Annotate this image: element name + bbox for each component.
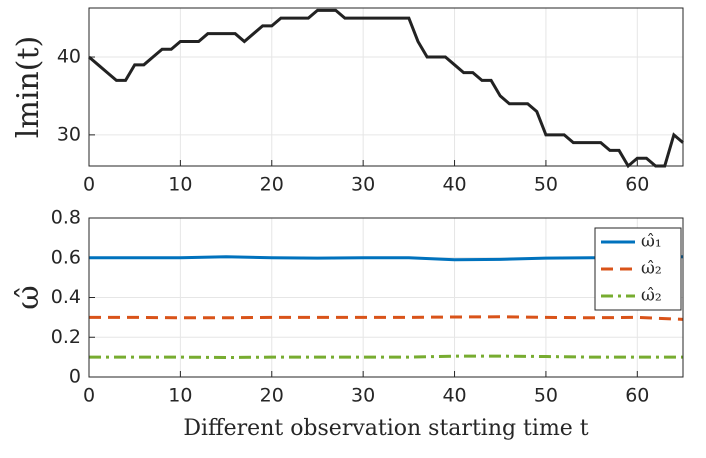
y-axis-label: lmin(t) bbox=[11, 36, 46, 138]
x-tick-label: 30 bbox=[351, 174, 375, 196]
y-tick-label: 40 bbox=[57, 46, 81, 68]
x-tick-label: 20 bbox=[260, 174, 284, 196]
y-tick-label: 0.4 bbox=[51, 286, 81, 308]
x-tick-label: 40 bbox=[442, 385, 466, 407]
x-tick-label: 50 bbox=[534, 174, 558, 196]
legend-label: ω̂₂ bbox=[641, 259, 662, 279]
axes-frame bbox=[88, 217, 684, 378]
x-tick-label: 50 bbox=[534, 385, 558, 407]
x-tick-label: 40 bbox=[442, 174, 466, 196]
x-tick-label: 60 bbox=[625, 174, 649, 196]
data-line bbox=[89, 315, 684, 321]
y-tick-label: 0 bbox=[69, 366, 81, 388]
y-tick-label: 0.8 bbox=[51, 207, 81, 229]
legend-label: ω̂₂ bbox=[641, 286, 662, 306]
x-tick-label: 10 bbox=[168, 174, 192, 196]
axes-background bbox=[89, 8, 683, 166]
x-tick-label: 0 bbox=[83, 385, 95, 407]
data-line bbox=[89, 255, 684, 262]
y-axis-label: ω̂ bbox=[11, 285, 46, 309]
y-tick-label: 30 bbox=[57, 123, 81, 145]
x-tick-label: 10 bbox=[168, 385, 192, 407]
x-tick-label: 0 bbox=[83, 174, 95, 196]
y-tick-label: 0.2 bbox=[51, 326, 81, 348]
x-tick-label: 60 bbox=[625, 385, 649, 407]
y-tick-label: 0.6 bbox=[51, 246, 81, 268]
x-tick-label: 30 bbox=[351, 385, 375, 407]
x-tick-label: 20 bbox=[260, 385, 284, 407]
data-line bbox=[88, 8, 684, 169]
legend-label: ω̂₁ bbox=[641, 232, 662, 252]
axes-frame bbox=[88, 7, 684, 167]
legend: ω̂₁ ω̂₂ ω̂₂ bbox=[594, 227, 682, 311]
x-axis-label: Different observation starting time t bbox=[183, 416, 588, 441]
